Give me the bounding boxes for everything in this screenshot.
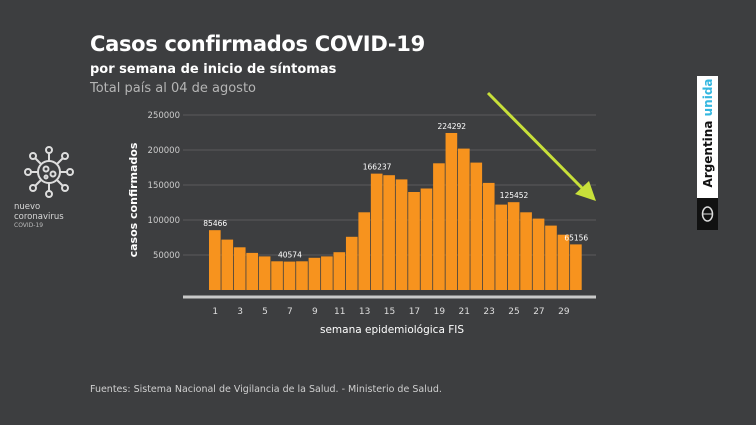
arrow-shaft — [486, 91, 584, 190]
x-tick-label: 13 — [359, 307, 370, 317]
bar — [395, 179, 408, 290]
x-tick-label: 5 — [262, 307, 268, 317]
bar — [433, 163, 445, 290]
arrow-head — [575, 181, 596, 201]
bar — [458, 148, 470, 290]
logo-line1: nuevo — [14, 202, 41, 212]
bar — [370, 173, 383, 290]
bar — [333, 252, 346, 290]
bar — [321, 256, 333, 290]
logo-line3: COVID-19 — [14, 222, 44, 229]
bar — [570, 244, 582, 290]
bar — [495, 204, 507, 290]
bar — [258, 256, 271, 290]
x-tick-label: 1 — [212, 307, 218, 317]
downward-trend-arrow — [486, 91, 596, 201]
coat-of-arms-icon — [701, 206, 714, 222]
data-label: 224292 — [437, 122, 466, 131]
bar — [482, 182, 495, 290]
bar — [470, 162, 483, 290]
x-tick-label: 21 — [458, 307, 469, 317]
x-tick-label: 27 — [533, 307, 544, 317]
y-tick-label: 50000 — [153, 251, 180, 261]
x-tick-label: 3 — [237, 307, 243, 317]
bar — [283, 261, 296, 290]
bar — [545, 225, 557, 290]
data-label: 40574 — [278, 251, 302, 260]
x-tick-label: 15 — [384, 307, 395, 317]
x-tick-label: 19 — [434, 307, 446, 317]
chart-subtitle: por semana de inicio de síntomas — [90, 62, 337, 77]
coronavirus-logo: nuevo coronavirus COVID-19 — [14, 146, 84, 229]
bar — [445, 132, 458, 290]
bar — [420, 188, 433, 290]
x-tick-label: 23 — [483, 307, 494, 317]
data-label: 125452 — [500, 191, 529, 200]
x-tick-label: 11 — [334, 307, 345, 317]
virus-icon — [24, 146, 74, 198]
data-label: 65156 — [564, 233, 588, 242]
bar — [209, 230, 221, 290]
bar — [221, 239, 234, 290]
bar — [507, 202, 520, 290]
y-axis-label: casos confirmados — [127, 142, 140, 257]
bar — [532, 218, 545, 290]
argentina-unida-logo: Argentina unida — [697, 76, 718, 230]
x-tick-label: 7 — [287, 307, 293, 317]
data-label: 166237 — [363, 163, 392, 172]
bar — [233, 247, 246, 290]
x-tick-label: 25 — [508, 307, 519, 317]
bar — [296, 261, 308, 290]
x-tick-label: 29 — [558, 307, 570, 317]
bar — [358, 212, 371, 290]
x-tick-label: 17 — [409, 307, 420, 317]
y-tick-label: 150000 — [148, 181, 180, 191]
source-note: Fuentes: Sistema Nacional de Vigilancia … — [90, 384, 442, 395]
logo-line2: coronavirus — [14, 212, 64, 222]
x-tick-label: 9 — [312, 307, 318, 317]
bar — [345, 236, 358, 290]
bar — [383, 175, 395, 290]
bar — [408, 192, 420, 290]
bar — [557, 234, 570, 290]
y-tick-label: 250000 — [148, 111, 180, 121]
data-label: 85466 — [203, 219, 227, 228]
chart-date-subtitle: Total país al 04 de agosto — [90, 81, 256, 96]
bar — [308, 257, 321, 290]
chart-title: Casos confirmados COVID-19 — [90, 32, 425, 56]
bar — [246, 252, 258, 290]
x-axis-label: semana epidemiológica FIS — [320, 324, 464, 336]
bar — [520, 212, 532, 290]
y-tick-label: 100000 — [148, 216, 180, 226]
y-tick-label: 200000 — [148, 146, 180, 156]
bar — [271, 261, 283, 290]
